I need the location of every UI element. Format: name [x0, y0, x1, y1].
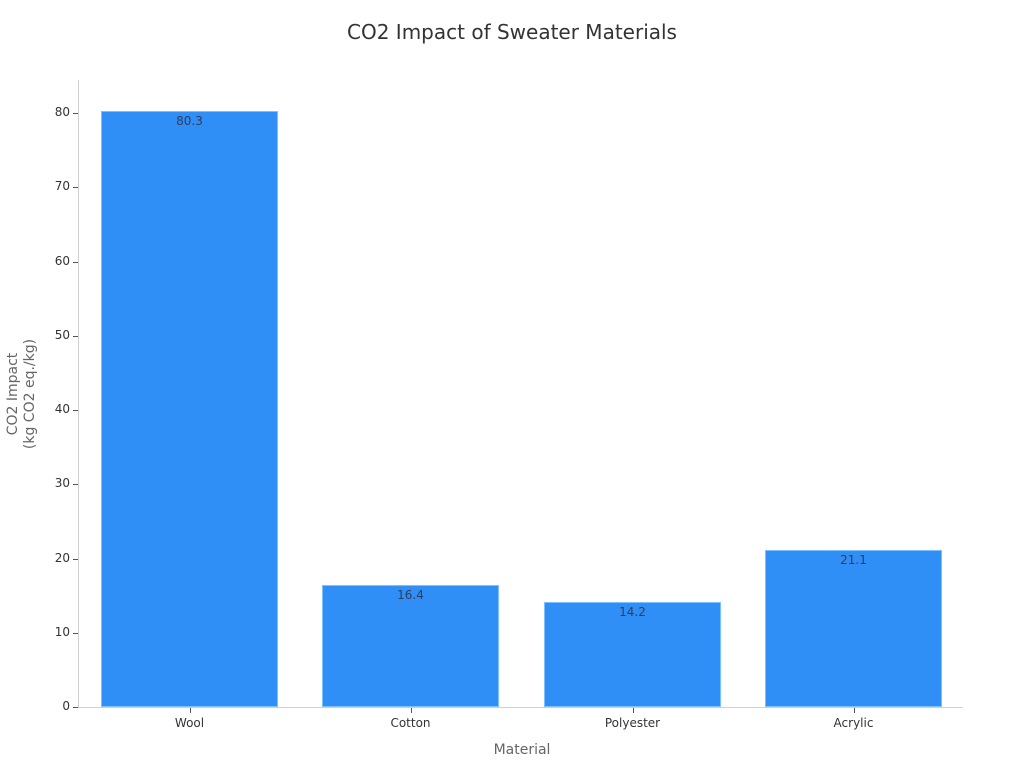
x-tick-label: Wool — [174, 716, 205, 730]
y-tick-label: 80 — [54, 105, 70, 119]
bar-value-label: 16.4 — [397, 588, 424, 603]
x-tick-mark — [410, 708, 412, 713]
y-tick-mark — [73, 335, 78, 337]
bar-acrylic: 21.1 — [765, 550, 942, 707]
y-tick-label: 20 — [54, 550, 70, 565]
y-tick-label: 40 — [54, 402, 70, 416]
chart-title: CO2 Impact of Sweater Materials — [347, 20, 677, 44]
y-tick-label: 30 — [54, 476, 70, 491]
y-tick-mark — [73, 187, 78, 189]
bar-value-label: 80.3 — [176, 113, 203, 128]
bar-wool: 80.3 — [101, 110, 278, 707]
x-axis-line — [78, 707, 963, 708]
y-tick-label: 10 — [54, 624, 70, 639]
y-tick-label: 60 — [54, 253, 70, 268]
x-tick-mark — [853, 708, 855, 713]
bar-value-label: 21.1 — [840, 553, 867, 568]
y-tick-mark — [73, 410, 78, 411]
x-tick-label: Polyester — [604, 716, 661, 730]
x-tick-mark — [189, 708, 191, 713]
y-axis-title-line2: (kg CO2 eq./kg) — [22, 338, 38, 450]
bar-cotton: 16.4 — [322, 585, 499, 707]
y-tick-mark — [73, 558, 78, 560]
y-tick-mark — [73, 707, 78, 708]
y-tick-mark — [73, 113, 78, 114]
x-axis-title: Material — [493, 742, 551, 758]
bar-value-label: 14.2 — [619, 604, 646, 619]
y-axis-title: CO2 Impact (kg CO2 eq./kg) — [5, 339, 39, 449]
bar-polyester: 14.2 — [544, 601, 721, 707]
y-tick-mark — [73, 261, 78, 263]
y-axis-line — [78, 80, 79, 708]
y-tick-label: 50 — [54, 327, 70, 342]
x-tick-label: Cotton — [390, 716, 431, 730]
y-tick-label: 0 — [62, 699, 70, 713]
y-axis-title-line1: CO2 Impact — [5, 352, 21, 436]
y-tick-mark — [73, 632, 78, 634]
x-tick-label: Acrylic — [833, 716, 874, 730]
x-tick-mark — [632, 708, 634, 713]
y-tick-mark — [73, 484, 78, 486]
y-tick-label: 70 — [54, 179, 70, 194]
